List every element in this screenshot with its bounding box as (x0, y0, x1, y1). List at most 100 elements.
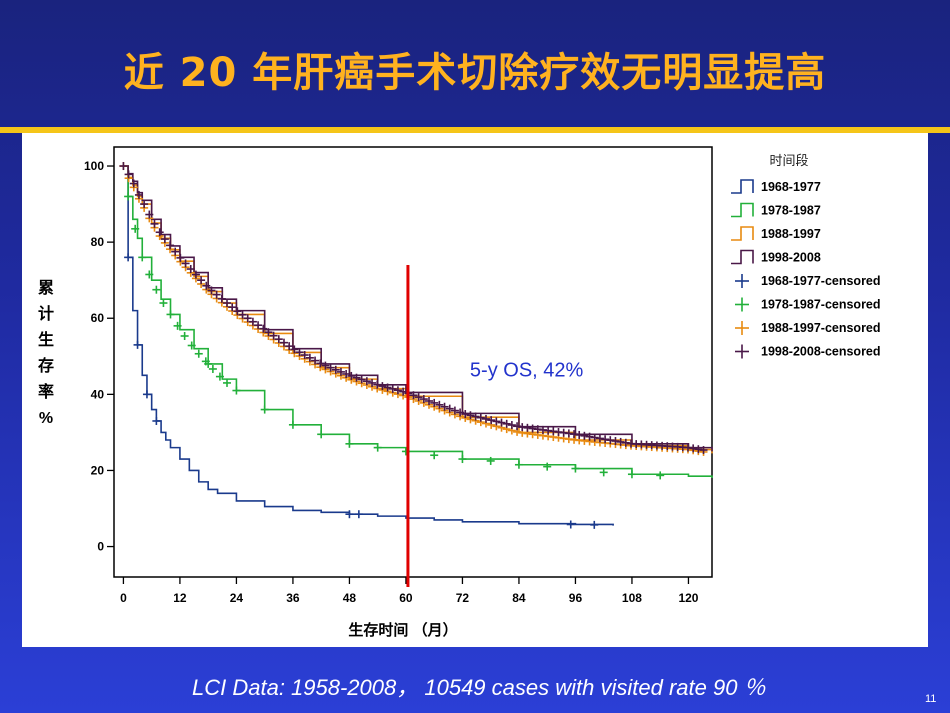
censor-mark (176, 253, 185, 262)
legend-swatch (731, 226, 754, 241)
censor-mark (124, 253, 133, 262)
censor-mark (311, 356, 320, 365)
censor-mark (378, 382, 387, 391)
chart-censor-marks (119, 162, 708, 529)
x-tick-label: 60 (399, 591, 413, 605)
legend-swatch (731, 179, 754, 194)
censor-mark (223, 378, 232, 387)
censor-mark (430, 398, 439, 407)
censor-mark (409, 391, 418, 400)
censor-mark (606, 436, 615, 445)
chart-overlay: 5-y OS, 42% (406, 264, 584, 587)
legend-title: 时间段 (769, 153, 808, 168)
censor-mark (621, 438, 630, 447)
censor-mark (373, 443, 382, 452)
censor-mark (336, 367, 345, 376)
censor-mark (627, 470, 636, 479)
censor-mark (233, 307, 242, 316)
censor-mark (264, 328, 273, 337)
censor-mark (160, 235, 169, 244)
series-line (123, 165, 713, 452)
censor-mark (326, 363, 335, 372)
legend-item: 1988-1997-censored (735, 321, 881, 335)
censor-mark (393, 386, 402, 395)
y-axis-label: 累计生存率% (38, 279, 54, 427)
censor-mark (347, 371, 356, 380)
chart-axes: 0 20 40 60 80 100 0 12 24 36 48 60 72 84 96 108 120 生存时间 … (38, 146, 713, 639)
legend-swatch (731, 249, 754, 265)
censor-mark (354, 510, 363, 519)
censor-mark (259, 324, 268, 333)
censor-mark (140, 200, 149, 209)
censor-mark (481, 414, 490, 423)
x-tick-label: 108 (622, 591, 642, 605)
censor-mark (180, 331, 189, 340)
censor-mark (191, 270, 200, 279)
censor-mark (171, 247, 180, 256)
legend-swatch (735, 274, 749, 288)
x-tick-label: 84 (512, 591, 526, 605)
censor-mark (248, 317, 257, 326)
y-tick-label: 100 (84, 159, 104, 173)
series-line (123, 165, 713, 454)
censor-mark (440, 402, 449, 411)
censor-mark (513, 422, 522, 431)
censor-mark (656, 471, 665, 480)
censor-mark (435, 400, 444, 409)
legend-item: 1968-1977-censored (735, 274, 881, 288)
chart-legend: 时间段 1968-1977 1978-1987 1988-1997 1998-2008 1… (731, 153, 881, 359)
footer-note: LCI Data: 1958-2008， 10549 cases with vi… (192, 675, 766, 700)
censor-mark (228, 303, 237, 312)
legend-label: 1988-1997 (761, 227, 821, 241)
censor-mark (288, 420, 297, 429)
censor-mark (345, 510, 354, 519)
censor-mark (152, 416, 161, 425)
censor-mark (575, 430, 584, 439)
censor-mark (566, 520, 575, 529)
censor-mark (142, 390, 151, 399)
censor-mark (543, 462, 552, 471)
censor-mark (689, 444, 698, 453)
censor-mark (357, 375, 366, 384)
censor-mark (383, 383, 392, 392)
x-tick-label: 12 (173, 591, 187, 605)
legend-item: 1968-1977 (731, 179, 821, 194)
censor-mark (471, 412, 480, 421)
censor-mark (134, 190, 143, 199)
censor-mark (159, 299, 168, 308)
censor-mark (445, 404, 454, 413)
censor-mark (150, 219, 159, 228)
legend-swatch (735, 297, 749, 312)
censor-mark (331, 365, 340, 374)
series-line (123, 165, 713, 479)
censor-mark (580, 431, 589, 440)
censor-mark (450, 406, 459, 415)
censor-mark (492, 417, 501, 426)
censor-mark (514, 460, 523, 469)
censor-mark (590, 520, 599, 529)
censor-mark (131, 224, 140, 233)
censor-mark (290, 345, 299, 354)
censor-mark (585, 432, 594, 441)
censor-mark (476, 413, 485, 422)
censor-mark (590, 433, 599, 442)
legend-item: 1998-2008 (731, 249, 821, 265)
censor-mark (305, 353, 314, 362)
censor-mark (260, 405, 269, 414)
y-tick-label: 80 (91, 235, 105, 249)
censor-mark (212, 290, 221, 299)
legend-swatch (735, 344, 749, 359)
slide-title: 近 20 年肝癌手术切除疗效无明显提高 (123, 50, 827, 96)
censor-mark (461, 410, 470, 419)
legend-label: 1978-1987 (761, 204, 821, 218)
censor-mark (694, 445, 703, 454)
censor-mark (352, 373, 361, 382)
legend-label: 1968-1977-censored (761, 274, 881, 288)
legend-item: 1978-1987 (731, 202, 821, 218)
censor-mark (295, 348, 304, 357)
censor-mark (138, 253, 147, 262)
legend-label: 1968-1977 (761, 180, 821, 194)
censor-mark (601, 435, 610, 444)
censor-mark (497, 418, 506, 427)
censor-mark (300, 351, 309, 360)
